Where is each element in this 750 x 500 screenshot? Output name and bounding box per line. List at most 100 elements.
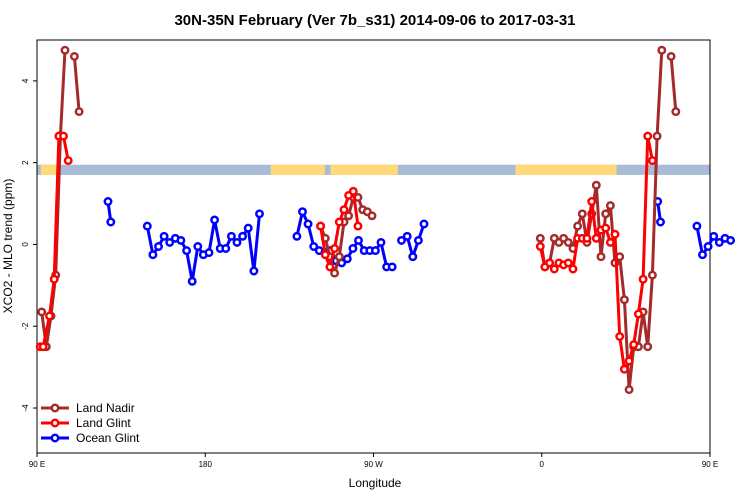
data-point [316, 221, 326, 231]
legend-marker [50, 433, 60, 443]
legend-marker [50, 418, 60, 428]
data-point [348, 244, 358, 253]
land-band [270, 164, 325, 175]
data-point [193, 242, 203, 251]
data-point [605, 237, 615, 247]
data-point [63, 156, 73, 166]
data-point [624, 356, 634, 366]
data-point [647, 156, 657, 166]
data-point [624, 385, 634, 395]
data-point [419, 219, 429, 229]
data-point [367, 211, 377, 221]
data-point [619, 295, 629, 305]
data-point [535, 233, 545, 243]
data-point [154, 242, 163, 251]
data-point [344, 211, 354, 221]
land-band [330, 164, 398, 175]
data-point [38, 342, 48, 352]
series-ocean-glint [103, 197, 736, 286]
data-point [577, 209, 587, 219]
data-point [176, 235, 186, 245]
data-point [342, 254, 352, 264]
land-band [515, 164, 617, 175]
legend-item: Ocean Glint [41, 431, 140, 445]
y-tick-label: -2 [21, 322, 30, 330]
data-point [37, 307, 47, 317]
data-point [549, 264, 559, 274]
data-point [165, 237, 175, 247]
data-point [298, 207, 307, 217]
series-line [72, 56, 81, 112]
y-tick-label: 2 [21, 160, 30, 165]
chart-title: 30N-35N February (Ver 7b_s31) 2014-09-06… [174, 12, 575, 29]
data-point [545, 258, 555, 268]
data-point [353, 221, 363, 231]
data-point [666, 51, 676, 61]
data-point [647, 270, 657, 280]
land-band [40, 164, 58, 175]
legend-label: Land Nadir [76, 401, 135, 415]
data-point [709, 231, 719, 241]
data-point [582, 233, 592, 243]
x-tick-label: 90 E [29, 460, 45, 469]
data-point [243, 223, 253, 233]
y-tick-label: 0 [21, 242, 30, 247]
data-point [320, 250, 330, 260]
data-point [698, 250, 707, 260]
data-point [60, 45, 70, 55]
legend-item: Land Nadir [41, 401, 135, 415]
data-point [387, 262, 397, 272]
data-point [45, 311, 54, 321]
data-point [591, 233, 601, 243]
data-point [619, 364, 629, 374]
data-point [142, 221, 152, 231]
y-tick-label: -4 [21, 404, 30, 412]
data-point [69, 51, 79, 61]
data-point [535, 242, 545, 251]
y-axis-label: XCO2 - MLO trend (ppm) [1, 179, 15, 314]
data-point [610, 229, 620, 239]
data-point [182, 246, 192, 256]
legend-label: Land Glint [76, 416, 131, 430]
data-point [601, 223, 611, 233]
data-point [408, 252, 418, 262]
data-point [652, 131, 662, 141]
data-point [187, 276, 197, 286]
series-line [669, 56, 678, 112]
data-point [601, 209, 611, 219]
data-point [605, 201, 615, 211]
data-point [59, 131, 68, 141]
data-point [629, 340, 639, 350]
data-point [633, 309, 643, 319]
data-point [563, 258, 573, 268]
series-land-nadir [37, 45, 681, 395]
series-land-glint [35, 131, 657, 374]
data-point [325, 262, 335, 272]
data-point [148, 250, 158, 260]
data-point [348, 186, 358, 196]
data-point [397, 235, 406, 245]
data-point [615, 332, 625, 341]
x-tick-label: 90 W [364, 460, 383, 469]
data-point [204, 248, 214, 258]
x-tick-label: 0 [540, 460, 545, 469]
legend-item: Land Glint [41, 416, 131, 430]
data-point [591, 180, 601, 190]
data-point [159, 231, 169, 241]
x-axis-label: Longitude [349, 476, 402, 490]
data-point [339, 205, 349, 215]
data-point [334, 217, 344, 227]
data-point [671, 107, 681, 117]
data-point [643, 342, 653, 352]
data-point [703, 242, 713, 251]
data-point [330, 268, 340, 278]
x-axis: 90 E 180 90 W 0 90 E [29, 453, 718, 469]
data-point [226, 231, 236, 241]
series-layer [35, 45, 736, 395]
data-point [249, 266, 259, 276]
data-point [292, 231, 302, 241]
y-axis: -4 -2 0 2 4 [21, 78, 37, 412]
data-point [106, 217, 116, 227]
x-tick-label: 180 [199, 460, 213, 469]
